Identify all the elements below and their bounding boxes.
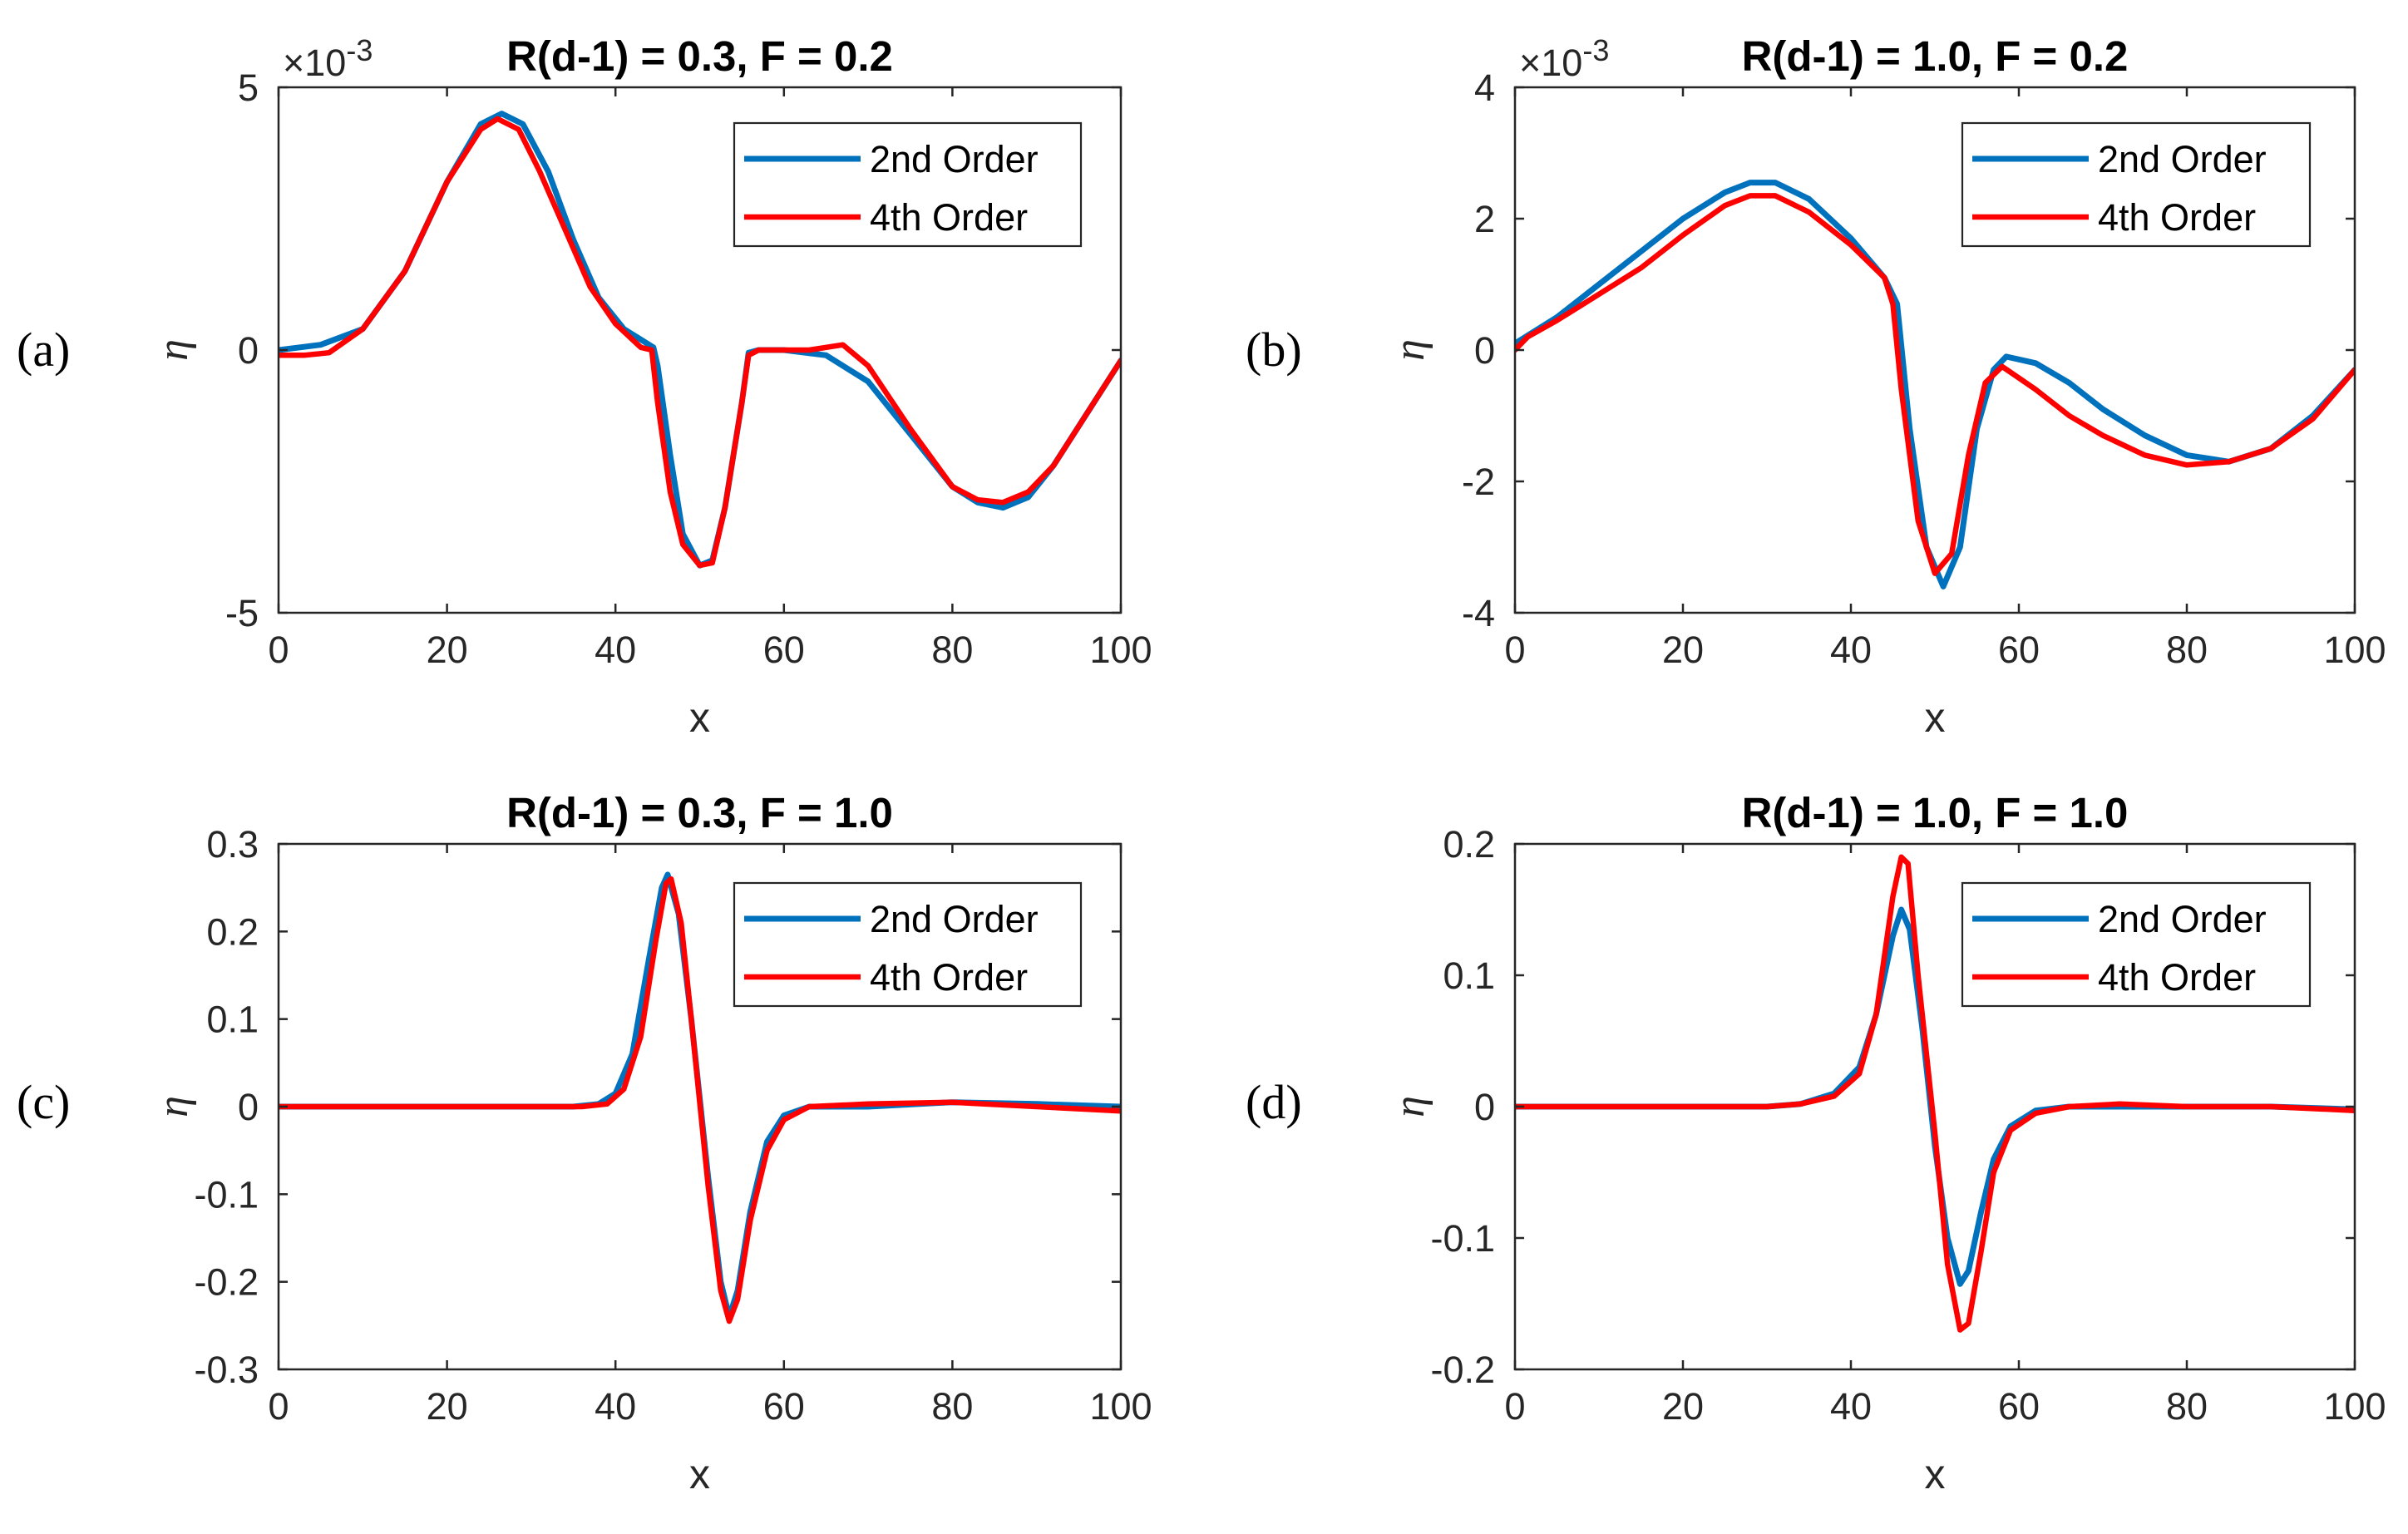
y-tick-label: 0.2 — [206, 910, 259, 953]
series-line-4th-order — [279, 116, 1121, 569]
y-tick-label: -0.2 — [194, 1261, 259, 1304]
x-tick-label: 100 — [1089, 629, 1152, 671]
panel-label: (a) — [17, 323, 70, 377]
chart-panel-4: 0 20 40 60 80 100 -0.2 -0.1 0 0.1 0.2 R(d-1) = 1.0,… — [1246, 789, 2386, 1497]
x-tick-label: 80 — [2166, 1385, 2208, 1428]
x-tick-label: 40 — [1830, 629, 1872, 671]
x-tick-label: 40 — [1830, 1385, 1872, 1428]
x-tick-label: 0 — [1504, 1385, 1525, 1428]
legend: 2nd Order 4th Order — [1961, 881, 2312, 1008]
legend: 2nd Order 4th Order — [733, 121, 1083, 248]
panel-label: (b) — [1246, 323, 1302, 377]
y-exponent-label: ×10-3 — [1519, 33, 1609, 84]
x-tick-label: 100 — [2323, 1385, 2386, 1428]
y-tick-label: 0 — [1474, 329, 1495, 372]
panel-label: (c) — [17, 1075, 70, 1129]
y-tick-label: 4 — [1474, 67, 1495, 109]
x-tick-label: 40 — [595, 1385, 636, 1428]
x-tick-label: 40 — [595, 629, 636, 671]
y-tick-label: -0.1 — [194, 1173, 259, 1216]
legend-label-2nd-order: 2nd Order — [2098, 138, 2267, 180]
legend-label-4th-order: 4th Order — [870, 196, 1028, 239]
legend-box — [1961, 121, 2312, 248]
legend-box — [733, 121, 1083, 248]
chart-panel-2: 0 20 40 60 80 100 -4 -2 0 2 4 ×10-3 R(d-1) = 1.0, F … — [1246, 32, 2386, 741]
x-tick-label: 80 — [931, 629, 973, 671]
series-line-4th-order — [279, 876, 1121, 1324]
chart-title: R(d-1) = 0.3, F = 1.0 — [506, 789, 893, 836]
legend-box — [1961, 881, 2312, 1008]
y-tick-label: -4 — [1462, 592, 1495, 634]
x-tick-label: 80 — [931, 1385, 973, 1428]
legend-label-2nd-order: 2nd Order — [2098, 898, 2267, 940]
x-tick-label: 20 — [1662, 1385, 1704, 1428]
y-tick-label: 0.2 — [1443, 823, 1495, 866]
legend-label-2nd-order: 2nd Order — [870, 138, 1039, 180]
chart-panel-1: 0 20 40 60 80 100-505×10-3 R(d-1) = 0.3, F = 0… — [17, 32, 1152, 741]
y-exponent-power: -3 — [1582, 33, 1609, 67]
legend-label-2nd-order: 2nd Order — [870, 898, 1039, 940]
legend-label-4th-order: 4th Order — [870, 956, 1028, 999]
y-tick-label: 0 — [1474, 1086, 1495, 1128]
chart-title: R(d-1) = 1.0, F = 1.0 — [1742, 789, 2129, 836]
series-line-4th-order — [1515, 854, 2355, 1333]
x-tick-label: 0 — [268, 1385, 289, 1428]
chart-title: R(d-1) = 1.0, F = 0.2 — [1742, 32, 2129, 80]
series-line-4th-order — [1515, 193, 2355, 576]
y-axis-label: η — [150, 1096, 197, 1117]
y-tick-label: -0.1 — [1430, 1217, 1495, 1260]
y-tick-label: 2 — [1474, 198, 1495, 240]
x-axis-label: x — [689, 694, 710, 741]
y-tick-label: 5 — [238, 67, 259, 109]
x-tick-label: 20 — [1662, 629, 1704, 671]
x-tick-label: 80 — [2166, 629, 2208, 671]
y-exponent-base: ×10 — [1519, 42, 1582, 84]
x-tick-label: 20 — [427, 1385, 468, 1428]
legend: 2nd Order 4th Order — [733, 881, 1083, 1008]
x-tick-label: 100 — [2323, 629, 2386, 671]
y-tick-label: -5 — [225, 592, 259, 634]
x-tick-label: 60 — [763, 629, 805, 671]
y-tick-label: 0.3 — [206, 823, 259, 866]
x-tick-label: 100 — [1089, 1385, 1152, 1428]
y-tick-label: -0.2 — [1430, 1349, 1495, 1391]
y-axis-label: η — [1386, 1096, 1433, 1117]
chart-panel-3: 0 20 40 60 80 100 -0.3 -0.2 -0.1 0 0.1 0.2 0.3 R(d-1)… — [17, 789, 1152, 1497]
legend-label-4th-order: 4th Order — [2098, 196, 2256, 239]
y-tick-label: -2 — [1462, 461, 1495, 503]
x-axis-label: x — [689, 1451, 710, 1497]
x-axis-label: x — [1925, 1451, 1946, 1497]
y-exponent-power: -3 — [346, 33, 373, 67]
legend-box — [733, 881, 1083, 1008]
x-tick-label: 60 — [1998, 629, 2040, 671]
y-tick-label: 0 — [238, 329, 259, 372]
panel-label: (d) — [1246, 1075, 1302, 1129]
y-exponent-base: ×10 — [283, 42, 346, 84]
x-tick-label: 0 — [1504, 629, 1525, 671]
x-tick-label: 0 — [268, 629, 289, 671]
x-tick-label: 20 — [427, 629, 468, 671]
chart-title: R(d-1) = 0.3, F = 0.2 — [506, 32, 893, 80]
y-tick-label: -0.3 — [194, 1349, 259, 1391]
x-tick-label: 60 — [763, 1385, 805, 1428]
y-exponent-label: ×10-3 — [283, 33, 373, 84]
legend: 2nd Order 4th Order — [1961, 121, 2312, 248]
y-axis-label: η — [1386, 339, 1433, 361]
y-tick-label: 0.1 — [1443, 954, 1495, 997]
y-tick-label: 0.1 — [206, 999, 259, 1041]
y-axis-label: η — [150, 339, 197, 361]
y-tick-label: 0 — [238, 1086, 259, 1128]
x-axis-label: x — [1925, 694, 1946, 741]
legend-label-4th-order: 4th Order — [2098, 956, 2256, 999]
x-tick-label: 60 — [1998, 1385, 2040, 1428]
